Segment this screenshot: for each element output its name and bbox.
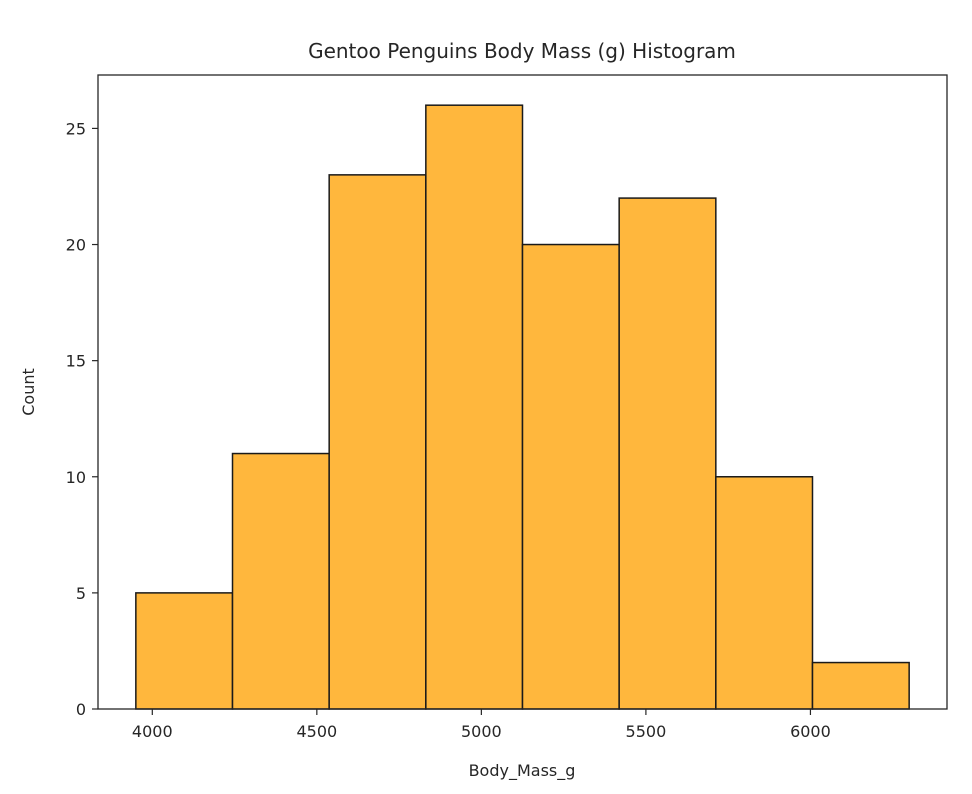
histogram-bar <box>521 243 620 710</box>
histogram-bar <box>328 174 427 710</box>
x-tick-label: 5500 <box>626 722 667 741</box>
y-tick-label: 10 <box>66 468 86 487</box>
x-tick-label: 5000 <box>461 722 502 741</box>
y-tick-label: 5 <box>76 584 86 603</box>
x-tick-label: 6000 <box>790 722 831 741</box>
histogram-bar <box>811 661 910 710</box>
histogram-bar <box>715 476 814 710</box>
histogram-bar <box>618 197 717 710</box>
x-axis-label: Body_Mass_g <box>469 761 576 781</box>
y-tick-label: 25 <box>66 119 86 138</box>
x-tick-label: 4500 <box>296 722 337 741</box>
histogram-bar <box>231 452 330 710</box>
histogram-bar <box>135 592 234 710</box>
bars <box>135 104 910 710</box>
y-tick-label: 0 <box>76 700 86 719</box>
chart-title: Gentoo Penguins Body Mass (g) Histogram <box>308 39 736 63</box>
y-tick-label: 20 <box>66 236 86 255</box>
axes-frame <box>97 74 948 710</box>
x-tick-label: 4000 <box>132 722 173 741</box>
x-axis: 4000 4500 5000 5500 6000 <box>132 709 831 741</box>
y-tick-label: 15 <box>66 352 86 371</box>
y-axis-label: Count <box>19 368 38 416</box>
histogram-bar <box>425 104 524 710</box>
y-axis: 0 5 10 15 20 25 <box>66 119 98 719</box>
